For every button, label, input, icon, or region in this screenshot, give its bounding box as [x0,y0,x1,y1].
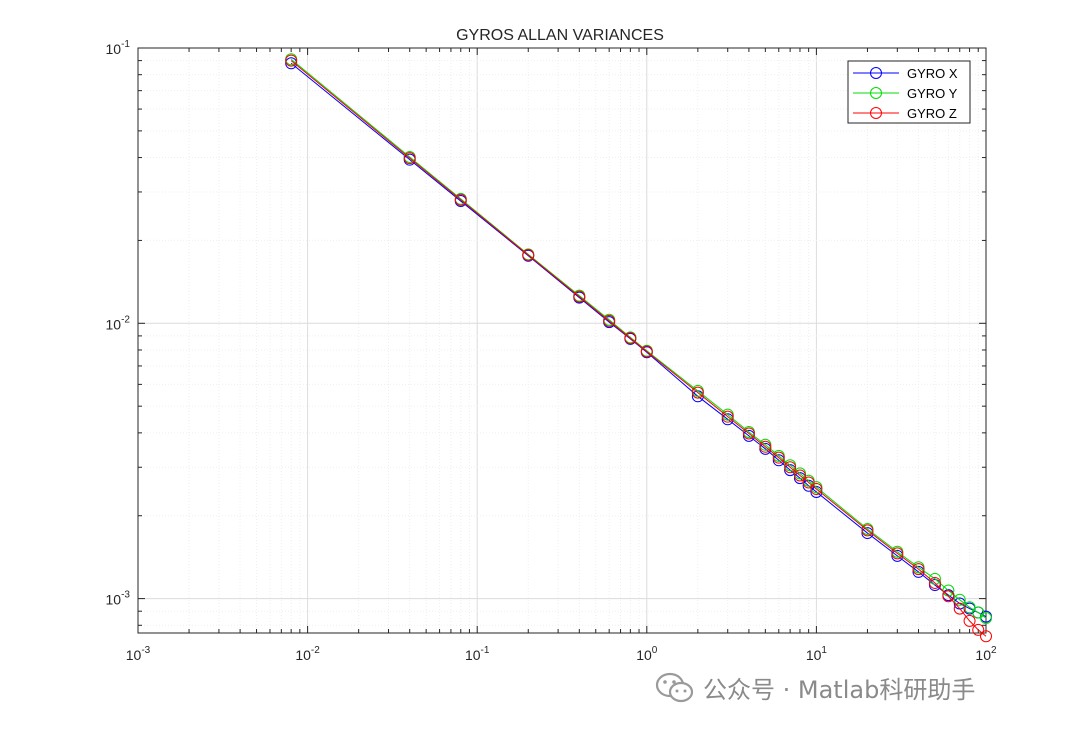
data-point-marker [942,590,955,603]
series-line [290,60,987,637]
x-tick-label: 101 [806,645,828,663]
data-point-marker [963,601,976,614]
data-point-marker [912,563,925,576]
axis-ticks: 10-3 10-2 10-1 100 101 102 10-3 10-2 10-1 [106,39,997,663]
data-point-marker [742,427,755,440]
data-point-marker [980,612,992,625]
y-tick-label: 10-1 [106,39,131,57]
data-point-marker [522,249,535,262]
data-point-marker [721,410,734,423]
wechat-icon [655,672,694,702]
data-point-marker [759,440,772,453]
data-point-marker [963,614,976,627]
plot-area-frame [137,47,987,634]
data-point-marker [953,593,966,606]
x-tick-label: 10-3 [126,645,151,663]
data-point-marker [640,345,653,358]
data-point-marker [573,290,586,303]
data-point-marker [285,54,298,67]
data-point-marker [403,152,416,165]
data-point-marker [624,332,637,345]
data-point-marker [980,630,992,643]
data-point-marker [603,314,616,327]
legend-marker [870,87,882,99]
data-point-marker [802,476,815,489]
data-point-marker [772,451,785,464]
legend-label: GYRO X [907,66,958,81]
x-tick-label: 100 [636,645,658,663]
chart-title: GYROS ALLAN VARIANCES [456,27,664,44]
legend-label: GYRO Z [907,106,957,121]
data-point-marker [953,602,966,615]
series-gyro-y [285,53,992,625]
legend-marker [870,107,882,119]
legend: GYRO X GYRO Y GYRO Z [847,60,971,124]
data-point-marker [891,547,904,560]
grid [137,48,986,633]
data-point-marker [691,386,704,399]
data-point-marker [972,623,985,636]
data-point-marker [784,461,797,474]
legend-marker [870,67,882,79]
data-point-marker [928,576,941,589]
y-tick-label: 10-2 [106,314,131,332]
data-point-marker [793,469,806,482]
watermark: 公众号 · Matlab科研助手 [655,670,975,705]
data-point-marker [810,483,823,496]
x-tick-label: 10-1 [465,645,490,663]
x-tick-label: 102 [975,645,997,663]
y-tick-label: 10-3 [106,590,131,608]
data-point-marker [912,565,925,578]
series-layer [285,53,992,643]
legend-label: GYRO Y [907,86,958,101]
watermark-text: 公众号 · Matlab科研助手 [703,676,976,704]
x-tick-label: 10-2 [295,645,320,663]
data-point-marker [861,524,874,537]
data-point-marker [454,193,467,206]
series-gyro-z [285,54,992,643]
